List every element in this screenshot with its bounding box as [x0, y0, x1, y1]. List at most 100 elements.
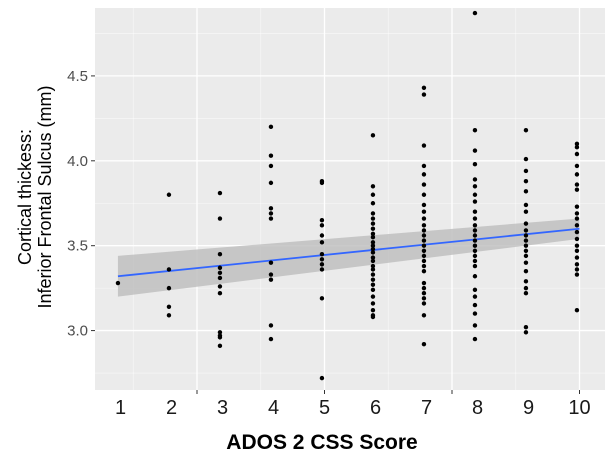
data-point: [268, 124, 274, 130]
data-point: [523, 279, 529, 284]
data-point: [421, 253, 427, 259]
data-point: [421, 233, 427, 238]
data-point: [523, 324, 529, 330]
data-point: [319, 251, 325, 257]
data-point: [421, 228, 427, 233]
data-point: [472, 263, 478, 269]
data-point: [523, 238, 529, 243]
data-point: [268, 277, 274, 282]
data-point: [370, 240, 376, 245]
data-point: [472, 216, 478, 221]
data-point: [472, 238, 478, 243]
data-point: [421, 285, 427, 291]
data-point: [421, 313, 427, 318]
y-axis-label-line-1: Cortical thickess:: [15, 129, 35, 265]
data-point: [319, 218, 325, 223]
data-point: [574, 223, 580, 228]
data-point: [472, 253, 478, 259]
data-point: [421, 243, 427, 248]
data-point: [268, 260, 274, 265]
data-point: [472, 248, 478, 253]
data-point: [217, 216, 223, 221]
x-tick-label: 5: [319, 397, 330, 419]
data-point: [472, 192, 478, 197]
data-point: [523, 248, 529, 253]
data-point: [370, 255, 376, 260]
data-point: [574, 163, 580, 169]
data-point: [421, 192, 427, 197]
data-point: [574, 272, 580, 277]
data-point: [472, 128, 478, 133]
data-point: [472, 161, 478, 167]
data-point: [523, 330, 529, 335]
data-point: [523, 178, 529, 184]
data-point: [523, 228, 529, 233]
data-point: [472, 184, 478, 189]
data-point: [472, 209, 478, 214]
y-axis-ticks: 3.0 3.5 4.0 4.5: [67, 68, 95, 340]
data-point: [421, 92, 427, 97]
data-point: [166, 313, 172, 318]
x-tick-label: 9: [523, 397, 534, 419]
x-tick-label: 1: [115, 397, 126, 419]
data-point: [472, 243, 478, 248]
data-point: [472, 311, 478, 316]
data-point: [421, 238, 427, 243]
data-point: [268, 206, 274, 211]
data-point: [370, 226, 376, 231]
data-point: [370, 277, 376, 282]
data-point: [574, 172, 580, 177]
data-point: [574, 141, 580, 147]
data-point: [574, 151, 580, 157]
data-point: [370, 282, 376, 287]
data-point: [319, 233, 325, 238]
data-point: [421, 172, 427, 177]
grid-lines: [95, 8, 605, 390]
data-point: [421, 209, 427, 214]
data-point: [574, 267, 580, 272]
y-tick-label: 4.0: [67, 153, 88, 170]
x-axis-ticks: 1 2 3 4 5 6 7 8 9 10: [115, 390, 591, 419]
data-point: [421, 202, 427, 208]
data-point: [421, 296, 427, 301]
data-point: [319, 240, 325, 245]
data-point: [421, 280, 427, 286]
data-point: [523, 209, 529, 214]
data-point: [574, 211, 580, 216]
data-point: [472, 336, 478, 342]
data-point: [268, 153, 274, 158]
data-point: [370, 216, 376, 221]
data-point: [472, 10, 478, 16]
data-point: [217, 291, 223, 296]
x-tick-label: 3: [217, 397, 228, 419]
data-point: [268, 272, 274, 277]
data-point: [472, 258, 478, 264]
plot-panel: [95, 8, 605, 390]
data-point: [370, 192, 376, 197]
data-point: [523, 285, 529, 291]
data-point: [370, 201, 376, 206]
data-point: [523, 189, 529, 194]
data-point: [319, 296, 325, 301]
data-point: [421, 268, 427, 274]
data-point: [472, 233, 478, 238]
confidence-band: [117, 218, 580, 297]
data-point: [574, 255, 580, 260]
data-point: [523, 268, 529, 274]
data-point: [370, 301, 376, 306]
data-point: [472, 323, 478, 328]
data-point: [523, 128, 529, 133]
data-point: [574, 236, 580, 242]
data-point: [421, 341, 427, 347]
data-point: [523, 243, 529, 248]
data-point: [574, 187, 580, 192]
data-point: [574, 145, 580, 150]
data-point: [319, 375, 325, 381]
y-tick-label: 3.5: [67, 238, 88, 255]
data-point: [574, 182, 580, 187]
data-point: [523, 253, 529, 259]
x-tick-label: 4: [268, 397, 279, 419]
data-point: [217, 343, 223, 349]
data-point: [217, 270, 223, 276]
